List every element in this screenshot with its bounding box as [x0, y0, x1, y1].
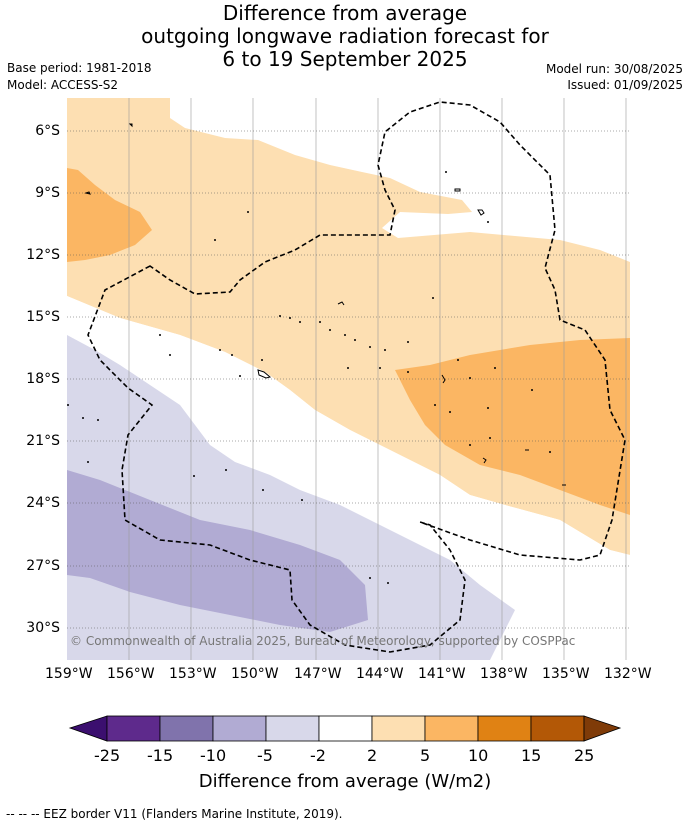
lat-label: 6°S: [35, 123, 60, 139]
colorbar-bin-3: [212, 715, 267, 742]
colorbar-bin-7: [424, 715, 479, 742]
chart-title-line-2: outgoing longwave radiation forecast for: [141, 24, 549, 48]
anomaly-region-pos-5-10-east: [395, 338, 630, 515]
colorbar-bin-1: [106, 715, 161, 742]
colorbar-tick: -2: [310, 746, 326, 765]
colorbar-tick: 10: [468, 746, 489, 765]
colorbar-label: Difference from average (W/m2): [198, 771, 492, 792]
colorbar-bin-9: [530, 715, 585, 742]
lat-label: 15°S: [26, 309, 60, 325]
colorbar-arrow-high: [583, 715, 622, 742]
colorbar-tick: 5: [420, 746, 431, 765]
anomaly-region-pos-5-10-west: [67, 168, 152, 262]
colorbar: [68, 715, 622, 742]
lon-label: 150°W: [231, 666, 279, 682]
latitude-gridlines: [67, 130, 630, 629]
lon-label: 159°W: [45, 666, 93, 682]
colorbar-arrow-low: [68, 715, 108, 742]
map-plot-area: [67, 98, 630, 660]
chart-title-line-1: Difference from average: [222, 1, 468, 25]
lon-label: 153°W: [169, 666, 217, 682]
anomaly-region-neg-5-10: [67, 470, 368, 632]
issued-date: Issued: 01/09/2025: [567, 78, 683, 92]
colorbar-tick: -25: [94, 746, 121, 765]
lat-label: 9°S: [35, 185, 60, 201]
lon-label: 156°W: [107, 666, 155, 682]
colorbar-tick: -10: [200, 746, 227, 765]
lat-label: 21°S: [26, 433, 60, 449]
lon-label: 138°W: [480, 666, 528, 682]
lat-label: 12°S: [26, 247, 60, 263]
anomaly-blob: [333, 573, 351, 579]
model-run: Model run: 30/08/2025: [545, 62, 683, 76]
colorbar-bin-2: [159, 715, 214, 742]
lon-label: 141°W: [418, 666, 466, 682]
colorbar-tick: 25: [574, 746, 595, 765]
colorbar-bin-5: [318, 715, 373, 742]
eez-border-french-polynesia: [87, 101, 626, 653]
island-dots: [67, 171, 551, 584]
islands: [84, 123, 566, 486]
lon-label: 132°W: [604, 666, 652, 682]
colorbar-tick: 15: [521, 746, 542, 765]
copyright-notice: © Commonwealth of Australia 2025, Bureau…: [70, 634, 576, 648]
colorbar-bin-8: [477, 715, 532, 742]
lon-label: 135°W: [542, 666, 590, 682]
colorbar-tick: -5: [257, 746, 273, 765]
lat-label: 24°S: [26, 495, 60, 511]
base-period: Base period: 1981-2018: [7, 61, 152, 75]
lat-label: 18°S: [26, 371, 60, 387]
lat-label: 30°S: [26, 620, 60, 636]
chart-title-line-3: 6 to 19 September 2025: [222, 47, 468, 71]
model-name: Model: ACCESS-S2: [7, 78, 119, 92]
anomaly-region-neutral-south: [67, 296, 630, 660]
anomaly-region-neutral-north: [170, 98, 630, 262]
lon-label: 147°W: [294, 666, 342, 682]
colorbar-bin-6: [371, 715, 426, 742]
colorbar-bin-4: [265, 715, 320, 742]
eez-borders: [87, 101, 626, 653]
eez-footnote: -- -- -- EEZ border V11 (Flanders Marine…: [6, 807, 343, 821]
colorbar-tick: -15: [147, 746, 174, 765]
lon-label: 144°W: [356, 666, 404, 682]
colorbar-tick: 2: [367, 746, 378, 765]
lat-label: 27°S: [26, 558, 60, 574]
